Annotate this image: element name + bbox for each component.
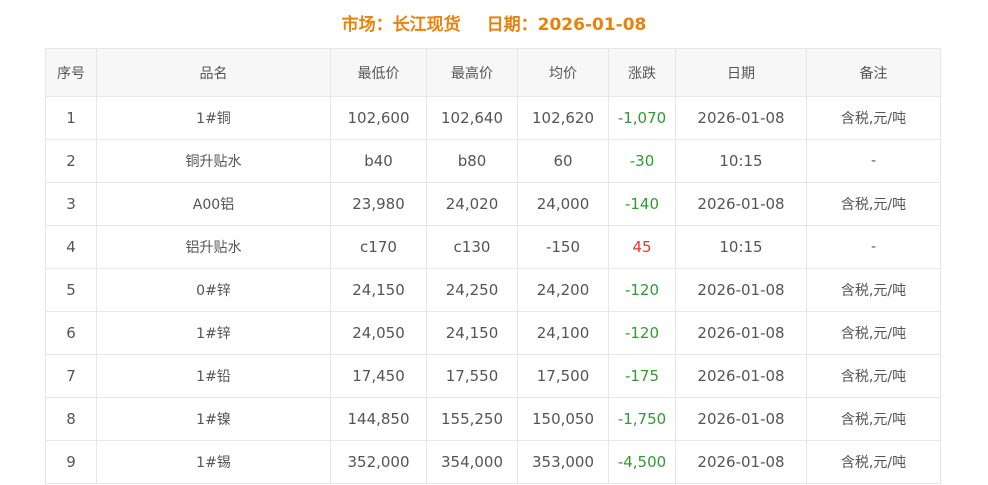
low-price-cell: 17,450 (330, 354, 427, 398)
table-row: 1 1#铜 102,600 102,640 102,620 -1,070 2026-01-0… (45, 96, 941, 140)
header-no: 序号 (45, 48, 97, 97)
high-price-cell: 24,020 (426, 182, 518, 226)
high-price-cell: 17,550 (426, 354, 518, 398)
high-price-cell: c130 (426, 225, 518, 269)
product-name-cell: 1#镍 (96, 397, 331, 441)
header-avg: 均价 (517, 48, 609, 97)
row-index-cell: 7 (45, 354, 97, 398)
note-cell: 含税,元/吨 (806, 354, 941, 398)
date-cell: 2026-01-08 (675, 354, 807, 398)
avg-price-cell: -150 (517, 225, 609, 269)
table-row: 6 1#锌 24,050 24,150 24,100 -120 2026-01-08 含税,元… (45, 311, 941, 355)
date-cell: 2026-01-08 (675, 311, 807, 355)
table-row: 8 1#镍 144,850 155,250 150,050 -1,750 2026-01-0… (45, 397, 941, 441)
high-price-cell: 354,000 (426, 440, 518, 484)
change-cell: -4,500 (608, 440, 676, 484)
change-cell: -140 (608, 182, 676, 226)
row-index-cell: 4 (45, 225, 97, 269)
product-name-cell: 1#铅 (96, 354, 331, 398)
change-cell: -30 (608, 139, 676, 183)
product-name-cell: A00铝 (96, 182, 331, 226)
row-index-cell: 8 (45, 397, 97, 441)
low-price-cell: 23,980 (330, 182, 427, 226)
table-row: 9 1#锡 352,000 354,000 353,000 -4,500 2026-01-0… (45, 440, 941, 484)
page-title: 市场：长江现货 日期：2026-01-08 (0, 0, 988, 48)
note-cell: 含税,元/吨 (806, 397, 941, 441)
date-cell: 10:15 (675, 225, 807, 269)
high-price-cell: b80 (426, 139, 518, 183)
low-price-cell: 24,150 (330, 268, 427, 312)
row-index-cell: 6 (45, 311, 97, 355)
table-row: 2 铜升贴水 b40 b80 60 -30 10:15- (45, 139, 941, 183)
date-cell: 2026-01-08 (675, 182, 807, 226)
note-cell: 含税,元/吨 (806, 96, 941, 140)
table-row: 4 铝升贴水 c170 c130 -150 45 10:15- (45, 225, 941, 269)
price-table-body: 1 1#铜 102,600 102,640 102,620 -1,070 2026-01-0… (45, 96, 941, 484)
change-cell: -175 (608, 354, 676, 398)
table-row: 5 0#锌 24,150 24,250 24,200 -120 2026-01-08 含税,元… (45, 268, 941, 312)
note-cell: 含税,元/吨 (806, 440, 941, 484)
product-name-cell: 铝升贴水 (96, 225, 331, 269)
header-low: 最低价 (330, 48, 427, 97)
header-high: 最高价 (426, 48, 518, 97)
change-cell: -120 (608, 311, 676, 355)
date-cell: 2026-01-08 (675, 397, 807, 441)
high-price-cell: 155,250 (426, 397, 518, 441)
date-cell: 10:15 (675, 139, 807, 183)
avg-price-cell: 60 (517, 139, 609, 183)
market-label: 市场：长江现货 (341, 15, 461, 35)
avg-price-cell: 353,000 (517, 440, 609, 484)
avg-price-cell: 102,620 (517, 96, 609, 140)
date-cell: 2026-01-08 (675, 440, 807, 484)
low-price-cell: c170 (330, 225, 427, 269)
high-price-cell: 24,250 (426, 268, 518, 312)
table-header-row: 序号 品名 最低价 最高价 均价 涨跌 日期 备注 (45, 48, 941, 97)
row-index-cell: 1 (45, 96, 97, 140)
low-price-cell: 352,000 (330, 440, 427, 484)
change-cell: -120 (608, 268, 676, 312)
change-cell: 45 (608, 225, 676, 269)
note-cell: 含税,元/吨 (806, 311, 941, 355)
product-name-cell: 铜升贴水 (96, 139, 331, 183)
product-name-cell: 1#锡 (96, 440, 331, 484)
row-index-cell: 5 (45, 268, 97, 312)
low-price-cell: 24,050 (330, 311, 427, 355)
note-cell: 含税,元/吨 (806, 182, 941, 226)
header-change: 涨跌 (608, 48, 676, 97)
change-cell: -1,070 (608, 96, 676, 140)
avg-price-cell: 17,500 (517, 354, 609, 398)
header-date: 日期 (675, 48, 807, 97)
header-name: 品名 (96, 48, 331, 97)
note-cell: - (806, 139, 941, 183)
row-index-cell: 2 (45, 139, 97, 183)
note-cell: - (806, 225, 941, 269)
avg-price-cell: 24,100 (517, 311, 609, 355)
table-row: 7 1#铅 17,450 17,550 17,500 -175 2026-01-08 含税,元… (45, 354, 941, 398)
low-price-cell: 144,850 (330, 397, 427, 441)
product-name-cell: 1#锌 (96, 311, 331, 355)
avg-price-cell: 150,050 (517, 397, 609, 441)
high-price-cell: 102,640 (426, 96, 518, 140)
table-row: 3 A00铝 23,980 24,020 24,000 -140 2026-01-08 含税,… (45, 182, 941, 226)
high-price-cell: 24,150 (426, 311, 518, 355)
header-note: 备注 (806, 48, 941, 97)
date-cell: 2026-01-08 (675, 268, 807, 312)
date-cell: 2026-01-08 (675, 96, 807, 140)
avg-price-cell: 24,200 (517, 268, 609, 312)
note-cell: 含税,元/吨 (806, 268, 941, 312)
avg-price-cell: 24,000 (517, 182, 609, 226)
low-price-cell: b40 (330, 139, 427, 183)
row-index-cell: 9 (45, 440, 97, 484)
low-price-cell: 102,600 (330, 96, 427, 140)
date-label: 日期：2026-01-08 (486, 15, 647, 35)
price-table: 序号 品名 最低价 最高价 均价 涨跌 日期 备注 1 1#铜 102,600 102… (45, 48, 941, 484)
change-cell: -1,750 (608, 397, 676, 441)
product-name-cell: 1#铜 (96, 96, 331, 140)
row-index-cell: 3 (45, 182, 97, 226)
product-name-cell: 0#锌 (96, 268, 331, 312)
